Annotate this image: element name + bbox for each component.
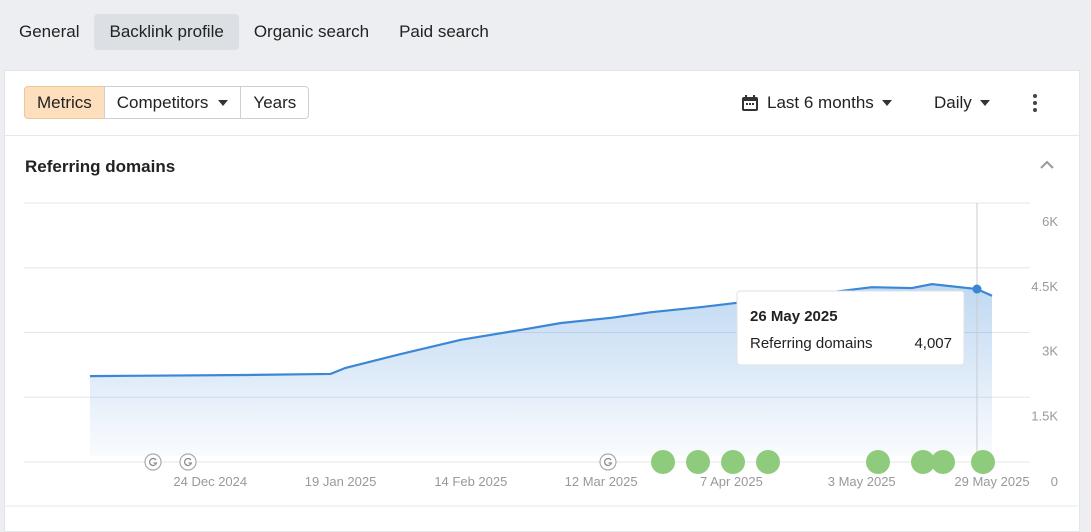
tooltip-date: 26 May 2025: [750, 308, 838, 325]
tooltip-value: 4,007: [914, 335, 952, 352]
y-tick-label: 3K: [1042, 344, 1058, 359]
tab[interactable]: Organic search: [253, 22, 370, 41]
button-label: Competitors: [116, 93, 209, 112]
x-tick-label: 3 May 2025: [828, 474, 896, 489]
interval-label: Daily: [934, 93, 972, 112]
caret: [218, 99, 229, 106]
tab[interactable]: General: [19, 22, 80, 41]
button-label: Metrics: [37, 93, 92, 112]
event-markers: [651, 450, 995, 474]
tab[interactable]: Backlink profile: [94, 14, 239, 50]
button-label: Years: [253, 93, 297, 112]
section-title: Referring domains: [25, 157, 176, 176]
line: [89, 283, 993, 378]
x-tick-label: 14 Feb 2025: [434, 474, 507, 489]
google-update-markers: [144, 453, 617, 471]
x-tick-label: 24 Dec 2024: [173, 474, 247, 489]
view-button[interactable]: Years: [240, 86, 310, 119]
tooltip-series: Referring domains: [750, 335, 873, 352]
interval-dropdown[interactable]: Daily: [934, 91, 990, 115]
tab-bar: General Backlink profile Organic search Pai…: [4, 14, 504, 50]
x-tick-label: 7 Apr 2025: [700, 474, 763, 489]
y-tick-label: 6K: [1042, 214, 1058, 229]
y-tick-label: 0: [1051, 474, 1058, 489]
tab[interactable]: Paid search: [399, 22, 489, 41]
page: General Backlink profile Organic search Pai…: [4, 14, 1080, 532]
period-dropdown[interactable]: Last 6 months: [741, 91, 892, 115]
collapse-chevron[interactable]: [1039, 159, 1055, 171]
toolbar: Metrics Competitors Years Last 6 months Da…: [5, 71, 1079, 136]
x-tick-label: 29 May 2025: [954, 474, 1029, 489]
view-buttons: Metrics Competitors Years: [24, 86, 310, 119]
caret: [881, 100, 892, 106]
calendar-icon: [742, 95, 758, 111]
tooltip-box: [736, 290, 965, 366]
view-button[interactable]: Metrics: [24, 86, 105, 119]
hover-point: [972, 284, 982, 294]
view-button[interactable]: Competitors: [103, 86, 242, 119]
y-tick-label: 4.5K: [1031, 279, 1058, 294]
y-tick-label: 1.5K: [1031, 408, 1058, 423]
caret: [979, 100, 990, 106]
more-menu[interactable]: [1031, 93, 1039, 113]
chart: 0 1.5K 3K 4.5K 6K 24 Dec 2024 19 Jan 2025 14 Fe…: [4, 202, 1078, 507]
x-tick-label: 19 Jan 2025: [305, 474, 377, 489]
tooltip: 26 May 2025 Referring domains 4,007: [736, 290, 965, 366]
x-tick-label: 12 Mar 2025: [565, 474, 638, 489]
period-label: Last 6 months: [767, 93, 874, 112]
